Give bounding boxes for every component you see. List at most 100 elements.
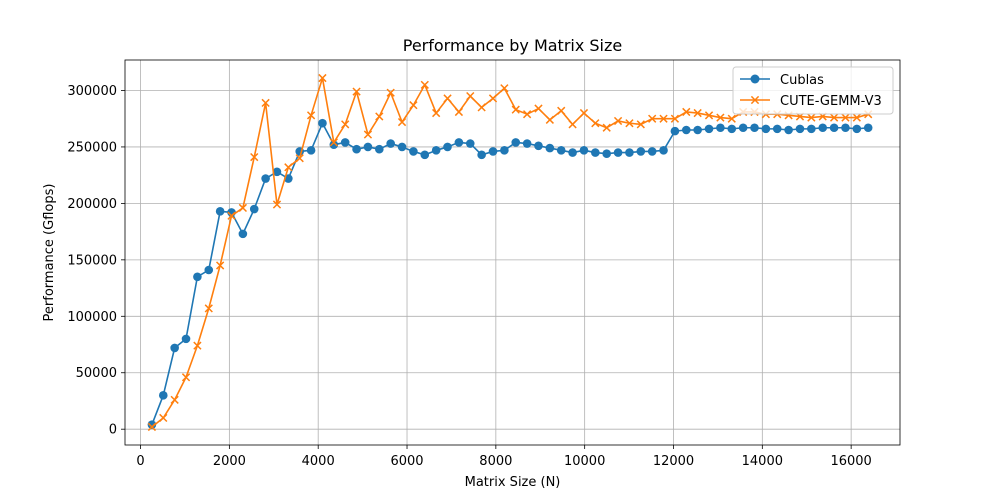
- data-point-cublas: [829, 123, 839, 133]
- data-point-cute-gemm-v3: [227, 211, 236, 220]
- data-point-cublas: [534, 141, 543, 151]
- data-point-cute-gemm-v3: [500, 84, 509, 93]
- data-point-cublas: [329, 140, 339, 149]
- data-point-cublas: [249, 204, 259, 214]
- data-point-cute-gemm-v3: [613, 116, 623, 126]
- x-tick-label: 4000: [302, 454, 335, 469]
- x-tick-label: 10000: [564, 454, 605, 469]
- data-point-cute-gemm-v3: [716, 113, 725, 122]
- data-point-cublas: [340, 138, 350, 147]
- data-point-cute-gemm-v3: [625, 119, 634, 128]
- data-point-cublas: [625, 148, 634, 157]
- data-point-cublas: [852, 124, 862, 134]
- data-point-cublas: [613, 148, 623, 157]
- data-point-cublas: [818, 123, 828, 133]
- data-point-cublas: [681, 125, 691, 135]
- data-point-cublas: [147, 420, 157, 429]
- data-point-cute-gemm-v3: [204, 304, 213, 313]
- data-point-cublas: [261, 174, 270, 183]
- data-point-cublas: [306, 146, 316, 155]
- data-point-cute-gemm-v3: [193, 341, 202, 350]
- data-point-cublas: [409, 147, 418, 156]
- data-point-cute-gemm-v3: [329, 138, 338, 147]
- data-point-cute-gemm-v3: [693, 108, 702, 118]
- data-point-cute-gemm-v3: [659, 114, 668, 123]
- data-point-cute-gemm-v3: [466, 91, 475, 101]
- data-point-cute-gemm-v3: [170, 395, 179, 404]
- data-point-cute-gemm-v3: [318, 73, 327, 83]
- data-point-cublas: [420, 150, 430, 160]
- legend-box: [732, 66, 894, 115]
- data-point-cublas: [647, 147, 657, 156]
- data-point-cublas: [215, 206, 225, 216]
- y-tick-label: 200000: [67, 197, 117, 212]
- data-point-cublas: [204, 265, 214, 275]
- x-tick-label: 14000: [742, 454, 783, 469]
- data-point-cublas: [863, 123, 873, 133]
- data-point-cute-gemm-v3: [397, 117, 407, 127]
- legend: Cublas CUTE-GEMM-V3: [732, 66, 894, 115]
- data-point-cute-gemm-v3: [238, 203, 248, 213]
- data-point-cute-gemm-v3: [648, 114, 657, 123]
- x-tick-label: 0: [136, 454, 144, 469]
- legend-label-cute-gemm-v3: CUTE-GEMM-V3: [780, 94, 882, 109]
- data-point-cublas: [556, 146, 566, 155]
- data-point-cute-gemm-v3: [682, 107, 691, 117]
- y-tick-label: 0: [109, 423, 117, 438]
- data-point-cublas: [568, 148, 577, 157]
- data-point-cublas: [488, 147, 498, 156]
- axes-frame: [124, 59, 901, 446]
- data-point-cublas: [158, 391, 168, 400]
- data-point-cublas: [727, 124, 737, 134]
- y-tick-label: 50000: [76, 366, 117, 381]
- y-tick-label: 300000: [67, 84, 117, 99]
- data-point-cute-gemm-v3: [591, 119, 600, 128]
- data-point-cute-gemm-v3: [670, 114, 680, 123]
- ticks: 0 2000 4000 6000 8000 10000 12000 14000 16000 0 50…: [67, 84, 871, 469]
- legend-marker-cute-gemm-v3: [750, 95, 760, 105]
- data-point-cublas: [841, 123, 850, 133]
- data-point-cublas: [363, 142, 373, 152]
- data-point-cublas: [465, 139, 475, 148]
- data-point-cute-gemm-v3: [807, 113, 816, 122]
- data-point-cute-gemm-v3: [602, 123, 611, 132]
- data-point-cublas: [397, 142, 407, 152]
- data-point-cublas: [477, 150, 486, 160]
- data-point-cublas: [193, 272, 202, 282]
- data-point-cute-gemm-v3: [420, 80, 429, 89]
- x-tick-label: 6000: [390, 454, 423, 469]
- data-point-cublas: [443, 142, 452, 152]
- data-point-cublas: [772, 124, 782, 134]
- data-point-cublas: [579, 146, 589, 155]
- data-point-cublas: [716, 123, 725, 133]
- data-point-cublas: [375, 144, 384, 154]
- data-point-cublas: [454, 138, 464, 147]
- data-point-cublas: [750, 123, 759, 133]
- data-point-cute-gemm-v3: [352, 87, 361, 96]
- data-point-cublas: [784, 125, 793, 135]
- data-point-cublas: [511, 138, 521, 147]
- data-point-cute-gemm-v3: [727, 114, 736, 123]
- chart-title: Performance by Matrix Size: [403, 36, 623, 55]
- data-point-cublas: [659, 146, 668, 155]
- data-point-cublas: [386, 139, 395, 148]
- data-point-cute-gemm-v3: [454, 107, 464, 117]
- data-point-cute-gemm-v3: [636, 120, 645, 129]
- y-tick-label: 100000: [67, 310, 117, 325]
- data-point-cublas: [500, 146, 509, 155]
- x-tick-label: 12000: [653, 454, 694, 469]
- data-point-cute-gemm-v3: [295, 154, 304, 163]
- series-line-cublas: [151, 122, 869, 425]
- data-point-cublas: [738, 123, 748, 133]
- data-point-cute-gemm-v3: [159, 413, 168, 423]
- data-point-cublas: [545, 143, 555, 153]
- data-point-cublas: [670, 126, 680, 136]
- data-point-cublas: [170, 343, 179, 353]
- y-axis-label: Performance (Gflops): [42, 184, 57, 322]
- data-point-cute-gemm-v3: [488, 94, 498, 103]
- data-point-cute-gemm-v3: [261, 98, 270, 108]
- data-point-cute-gemm-v3: [147, 422, 157, 432]
- data-point-cublas: [636, 147, 646, 156]
- series-layer: [147, 73, 873, 432]
- data-point-cute-gemm-v3: [534, 104, 543, 113]
